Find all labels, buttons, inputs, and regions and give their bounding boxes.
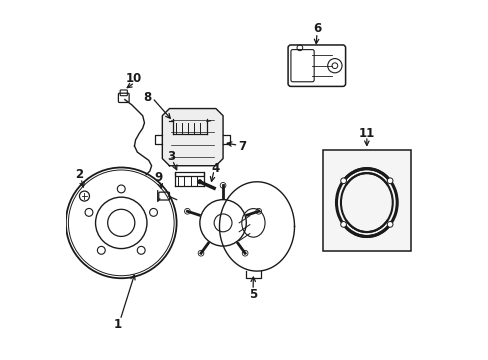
Bar [323, 150, 410, 251]
Text: 6: 6 [312, 22, 321, 35]
Text: 1: 1 [113, 318, 122, 331]
Polygon shape [162, 109, 223, 166]
Text: 2: 2 [75, 168, 82, 181]
Text: 9: 9 [154, 171, 162, 184]
Circle shape [242, 250, 247, 256]
Circle shape [220, 183, 225, 188]
Circle shape [386, 178, 392, 184]
Text: 8: 8 [143, 91, 151, 104]
Text: 10: 10 [125, 72, 142, 85]
Text: 4: 4 [211, 162, 220, 175]
Circle shape [340, 178, 346, 184]
Text: 3: 3 [167, 150, 175, 163]
Text: 5: 5 [249, 288, 257, 301]
Circle shape [197, 180, 202, 184]
Circle shape [386, 221, 392, 227]
Text: 7: 7 [238, 140, 246, 153]
Bar [173, 118, 206, 123]
Circle shape [255, 208, 261, 214]
Circle shape [340, 221, 346, 227]
Text: 11: 11 [358, 127, 374, 140]
Circle shape [198, 250, 203, 256]
Bar [175, 172, 203, 176]
Circle shape [184, 208, 190, 214]
